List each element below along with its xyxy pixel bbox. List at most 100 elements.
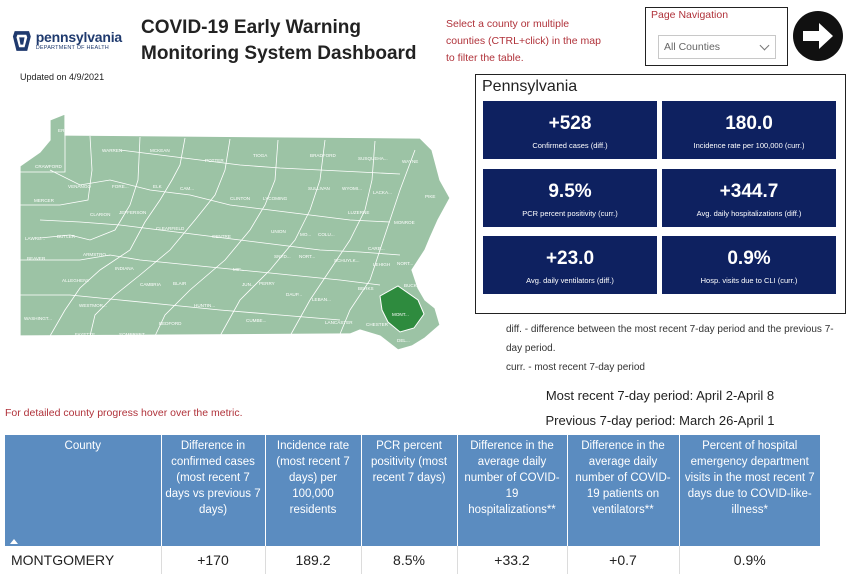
county-label: COLU... <box>318 232 335 237</box>
county-label: LAWRE... <box>25 236 45 241</box>
metric-card-incidence-rate[interactable]: 180.0 Incidence rate per 100,000 (curr.) <box>662 101 836 159</box>
montgomery-county-selected[interactable] <box>379 285 425 333</box>
logo-subtitle: DEPARTMENT OF HEALTH <box>35 45 109 52</box>
county-label: CAM... <box>180 186 194 191</box>
cell-ventilators-difference: +0.7 <box>567 546 680 574</box>
metric-card-pcr-positivity[interactable]: 9.5% PCR percent positivity (curr.) <box>483 169 657 227</box>
county-table: County Difference in confirmed cases (mo… <box>5 435 820 574</box>
hover-instruction: For detailed county progress hover over … <box>5 407 243 419</box>
county-label: WASHINGT... <box>24 316 52 321</box>
county-label: FAYETTE <box>75 332 95 337</box>
county-label: LEBAN... <box>312 297 331 302</box>
county-select-value: All Counties <box>664 41 721 53</box>
county-label: SNYD... <box>274 254 291 259</box>
county-label: CRAWFORD <box>35 164 63 169</box>
column-header-county[interactable]: County <box>5 435 162 546</box>
county-label: ERIE <box>58 128 69 133</box>
county-label: NORT... <box>397 261 413 266</box>
metric-value: 9.5% <box>548 181 592 202</box>
metric-label: Confirmed cases (diff.) <box>532 141 608 150</box>
county-label: ALLEGHENY <box>62 278 90 283</box>
county-label: NORT... <box>299 254 315 259</box>
county-label: VENANGO <box>68 184 91 189</box>
county-label: WARREN <box>102 148 122 153</box>
metric-value: +23.0 <box>545 248 595 269</box>
county-label: CAMBRIA <box>140 282 162 287</box>
county-label: JEFFERSON <box>119 210 146 215</box>
cell-hospitalizations-difference: +33.2 <box>457 546 568 574</box>
county-label: INDIANA <box>115 266 135 271</box>
county-label: MERCER <box>34 198 55 203</box>
metric-value: 180.0 <box>725 113 773 134</box>
county-label: CHESTER <box>366 322 389 327</box>
metric-card-hospitalizations[interactable]: +344.7 Avg. daily hospitalizations (diff… <box>662 169 836 227</box>
county-label: LYCOMING <box>263 196 288 201</box>
county-label: MONROE <box>394 220 415 225</box>
pa-doh-logo: pennsylvania DEPARTMENT OF HEALTH <box>12 28 122 54</box>
cell-pcr-positivity: 8.5% <box>361 546 458 574</box>
county-label: BEAVER <box>27 256 46 261</box>
metric-label: Avg. daily hospitalizations (diff.) <box>696 209 802 218</box>
county-label: POTTER <box>205 158 224 163</box>
county-label: SULLIVAN <box>308 186 330 191</box>
county-label: SCHUYLK... <box>334 258 360 263</box>
keystone-icon <box>12 31 31 51</box>
next-page-arrow-button[interactable] <box>792 10 844 62</box>
county-label: CARB... <box>368 246 385 251</box>
state-shape[interactable] <box>20 113 451 351</box>
cell-county: MONTGOMERY <box>5 546 162 574</box>
county-label: BERKS <box>358 286 374 291</box>
county-label: FULT... <box>192 344 206 349</box>
county-label: ELK <box>153 184 163 189</box>
county-label: BUTLER <box>57 234 76 239</box>
county-label: WAYNE <box>402 159 418 164</box>
county-label: BEDFORD <box>159 321 182 326</box>
map-filter-hint: Select a county or multiple counties (CT… <box>446 18 601 64</box>
previous-period: Previous 7-day period: March 26-April 1 <box>545 413 775 428</box>
county-label: CUMBE... <box>246 318 266 323</box>
metric-card-ventilators[interactable]: +23.0 Avg. daily ventilators (diff.) <box>483 236 657 294</box>
note-diff: diff. - difference between the most rece… <box>506 324 834 354</box>
county-label: ARMSTRO... <box>83 252 110 257</box>
recent-period: Most recent 7-day period: April 2-April … <box>545 388 775 403</box>
county-label: DEL... <box>397 338 410 343</box>
county-label: LACKA... <box>373 190 392 195</box>
county-label: GREENE <box>26 338 45 343</box>
table-row[interactable]: MONTGOMERY +170 189.2 8.5% +33.2 +0.7 0.… <box>5 546 820 574</box>
logo-name: pennsylvania <box>35 29 123 46</box>
metric-card-confirmed-cases[interactable]: +528 Confirmed cases (diff.) <box>483 101 657 159</box>
page-title-line2: Monitoring System Dashboard <box>141 43 417 64</box>
metric-value: +528 <box>548 113 592 134</box>
county-label: BRADFORD <box>310 153 336 158</box>
column-header-case-difference[interactable]: Difference in confirmed cases (most rece… <box>161 435 266 546</box>
county-select-dropdown[interactable]: All Counties <box>658 35 776 59</box>
page-navigation-panel: Page Navigation All Counties <box>645 7 788 66</box>
column-header-pcr-positivity[interactable]: PCR percent positivity (most recent 7 da… <box>361 435 458 546</box>
table-header-row: County Difference in confirmed cases (mo… <box>5 435 820 546</box>
county-label: WESTMOR... <box>79 303 107 308</box>
column-header-hospitalizations-difference[interactable]: Difference in the average daily number o… <box>457 435 568 546</box>
cell-case-difference: +170 <box>161 546 266 574</box>
county-label: LANCASTER <box>325 320 353 325</box>
pennsylvania-county-map[interactable]: ERIE WARREN MCKEAN POTTER TIOGA BRADFORD SUSQU… <box>20 110 462 372</box>
metric-label: Hosp. visits due to CLI (curr.) <box>700 276 798 285</box>
county-label: PIKE <box>425 194 435 199</box>
county-label: DAUP... <box>286 292 302 297</box>
sort-ascending-icon[interactable] <box>10 539 18 544</box>
metric-label: Avg. daily ventilators (diff.) <box>526 276 614 285</box>
chevron-down-icon <box>759 40 770 51</box>
metric-card-cli-visits[interactable]: 0.9% Hosp. visits due to CLI (curr.) <box>662 236 836 294</box>
metrics-region-title: Pennsylvania <box>482 78 578 95</box>
county-label: MCKEAN <box>150 148 170 153</box>
column-header-incidence-rate[interactable]: Incidence rate (most recent 7 days) per … <box>265 435 362 546</box>
county-label: MIF... <box>233 267 244 272</box>
column-header-cli-visits[interactable]: Percent of hospital emergency department… <box>679 435 820 546</box>
county-label: CLARION <box>90 212 110 217</box>
column-header-ventilators-difference[interactable]: Difference in the average daily number o… <box>567 435 680 546</box>
page-navigation-label: Page Navigation <box>651 9 729 21</box>
county-label: BLAIR <box>173 281 187 286</box>
pennsylvania-metrics-panel: Pennsylvania +528 Confirmed cases (diff.… <box>475 74 846 314</box>
metric-notes: diff. - difference between the most rece… <box>506 320 836 377</box>
page-title-line1: COVID-19 Early Warning <box>141 17 361 38</box>
